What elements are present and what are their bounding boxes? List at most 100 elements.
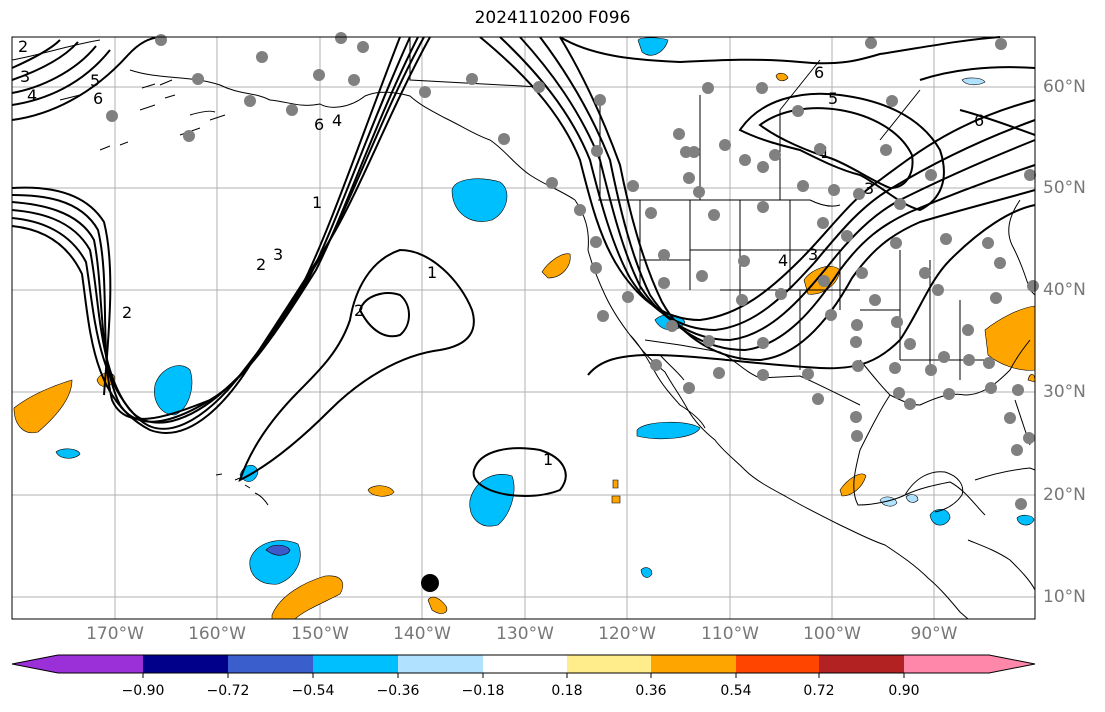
colorbar-tick-label: −0.18 xyxy=(461,683,505,699)
negative-patch xyxy=(640,567,653,578)
lat-label: 10°N xyxy=(1043,587,1086,607)
colorbar-segment xyxy=(398,655,483,673)
colorbar-segment xyxy=(819,655,904,673)
positive-patch xyxy=(611,495,621,504)
contour-label: 2 xyxy=(354,301,364,320)
contour-label: 1 xyxy=(820,143,830,162)
cuba xyxy=(974,467,1036,481)
contour xyxy=(738,92,945,212)
negative-patch xyxy=(636,421,701,440)
contour-label: 5 xyxy=(828,89,838,108)
contour xyxy=(11,36,411,423)
colorbar-segment xyxy=(904,655,989,673)
contour-label: 3 xyxy=(273,245,283,264)
negative-patch xyxy=(1016,514,1035,526)
negative-patch xyxy=(905,494,919,503)
colorbar-segment xyxy=(483,655,567,673)
colorbar-tick-label: 0.54 xyxy=(720,683,752,699)
lat-label: 60°N xyxy=(1043,77,1086,97)
negative-patch xyxy=(154,365,193,416)
contour-label: 3 xyxy=(808,245,818,264)
positive-patch xyxy=(541,253,571,279)
contour xyxy=(959,109,1036,136)
colorbar-high-extension xyxy=(989,655,1035,673)
contour-label: 5 xyxy=(90,71,100,90)
lon-label: 170°W xyxy=(86,624,144,644)
us-canada-border xyxy=(598,199,841,207)
colorbar-segment xyxy=(143,655,228,673)
contour xyxy=(11,36,161,121)
positive-patch xyxy=(775,72,789,82)
alaska-coast xyxy=(11,39,576,201)
colorbar-segment xyxy=(58,655,143,673)
contour xyxy=(358,292,410,338)
contour-label: 4 xyxy=(778,251,788,270)
negative-patch xyxy=(961,77,986,86)
contour xyxy=(758,107,914,190)
map-frame xyxy=(11,36,1036,620)
contour-label: 1 xyxy=(543,450,553,469)
baja-california xyxy=(629,334,706,429)
colorbar-low-extension xyxy=(12,655,58,673)
lon-label: 100°W xyxy=(803,624,861,644)
contour-label: 6 xyxy=(814,63,824,82)
location-marker xyxy=(421,574,439,592)
lat-label: 30°N xyxy=(1043,382,1086,402)
contour-label: 3 xyxy=(864,179,874,198)
contour-label: 2 xyxy=(256,255,266,274)
lat-label: 20°N xyxy=(1043,485,1086,505)
shaded-anomaly-regions xyxy=(13,37,1036,620)
colorbar-tick-label: −0.72 xyxy=(206,683,250,699)
contour-label: 6 xyxy=(974,111,984,130)
colorbar-segment xyxy=(736,655,819,673)
colorbar-tick-label: 0.72 xyxy=(803,683,835,699)
colorbar-tick-label: −0.36 xyxy=(376,683,420,699)
lat-label: 50°N xyxy=(1043,178,1086,198)
contour xyxy=(11,36,431,434)
positive-patch xyxy=(271,575,344,620)
positive-patch xyxy=(367,485,395,497)
lat-label: 40°N xyxy=(1043,280,1086,300)
colorbar-segment xyxy=(228,655,313,673)
colorbar-tick-label: −0.90 xyxy=(121,683,165,699)
hawaii-islands xyxy=(215,473,269,506)
colorbar-segment xyxy=(651,655,736,673)
yucatan xyxy=(904,471,964,513)
coastlines-and-borders xyxy=(11,37,1036,620)
strong-negative-patch xyxy=(265,544,291,556)
contour xyxy=(11,36,425,430)
positive-patch xyxy=(612,479,619,489)
negative-patch xyxy=(469,474,515,527)
lon-label: 150°W xyxy=(291,624,349,644)
negative-patch xyxy=(55,448,81,459)
contour xyxy=(559,36,1001,65)
contour-label: 6 xyxy=(314,115,324,134)
colorbar-tick-label: −0.54 xyxy=(291,683,335,699)
contour xyxy=(11,36,401,420)
contour-label: 2 xyxy=(122,303,132,322)
lon-label: 140°W xyxy=(393,624,451,644)
contour xyxy=(238,248,475,482)
contour-label: 4 xyxy=(332,111,342,130)
contour xyxy=(11,186,112,396)
colorbar-segment xyxy=(313,655,398,673)
lon-label: 160°W xyxy=(188,624,246,644)
contour-label: 4 xyxy=(27,86,37,105)
contour-label: 1 xyxy=(427,263,437,282)
north-america-west-coast xyxy=(574,199,969,620)
negative-patch xyxy=(929,509,951,526)
negative-patch xyxy=(451,178,508,222)
contour xyxy=(919,66,1036,81)
contour-label: 1 xyxy=(312,193,322,212)
contour xyxy=(559,36,1036,362)
lon-label: 110°W xyxy=(701,624,759,644)
lon-label: 90°W xyxy=(910,624,958,644)
contour-label: 6 xyxy=(93,89,103,108)
contour-label: 2 xyxy=(18,37,28,56)
colorbar-segment xyxy=(567,655,651,673)
contour xyxy=(539,36,1036,352)
positive-patch xyxy=(13,379,73,434)
contour xyxy=(472,447,567,497)
contour xyxy=(479,36,1036,322)
